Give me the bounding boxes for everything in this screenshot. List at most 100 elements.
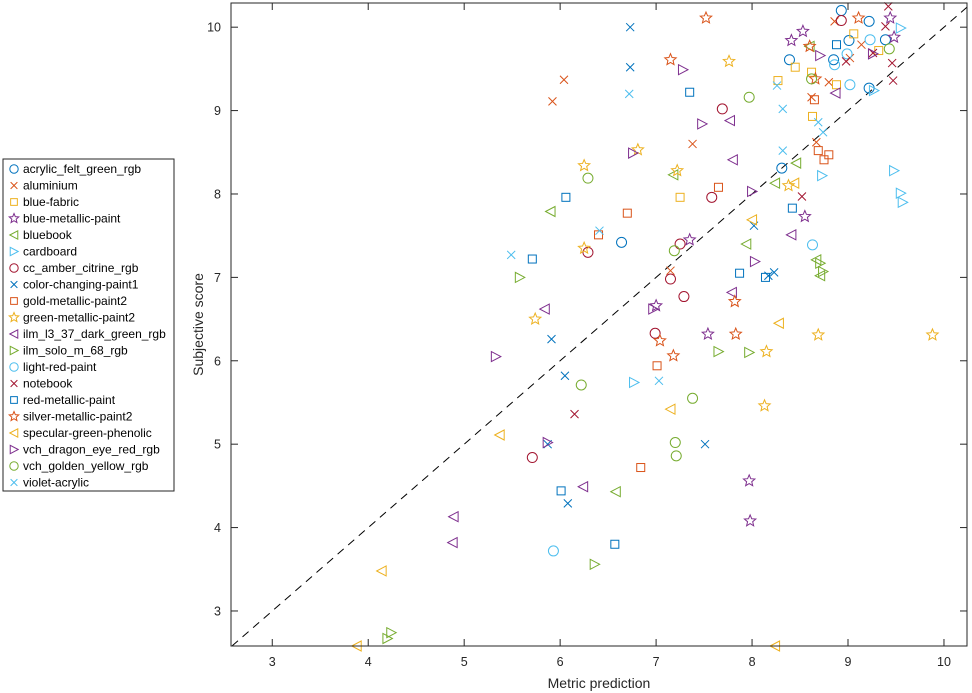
plot-frame — [230, 2, 968, 647]
legend-marker-icon — [9, 461, 19, 471]
data-point — [668, 245, 680, 257]
x-tick-label: 3 — [269, 655, 276, 669]
data-point — [881, 21, 890, 31]
data-point — [610, 539, 620, 549]
data-point — [811, 327, 826, 341]
data-point — [654, 376, 664, 386]
data-point — [560, 371, 570, 381]
legend-label: notebook — [23, 377, 73, 391]
data-point — [790, 62, 800, 72]
data-point — [849, 29, 859, 39]
data-point — [648, 303, 660, 315]
legend-item: aluminium — [10, 179, 78, 193]
data-point — [895, 22, 907, 34]
data-point — [725, 286, 737, 299]
data-point — [706, 191, 718, 203]
data-point — [802, 39, 817, 53]
series-specular-green-phenolic — [350, 177, 800, 652]
legend-marker-icon — [9, 263, 19, 273]
data-point — [544, 205, 556, 218]
series-ilm_solo_m_68_rgb — [382, 257, 830, 645]
y-tick-label: 6 — [214, 354, 221, 368]
data-point — [776, 162, 788, 174]
legend-marker-icon — [8, 410, 20, 422]
data-point — [538, 303, 550, 315]
series-red-metallic-paint — [527, 40, 841, 549]
legend-item: notebook — [10, 377, 73, 391]
data-point — [548, 97, 557, 106]
data-point — [570, 409, 579, 419]
data-point — [735, 268, 745, 278]
data-point — [809, 95, 819, 105]
legend-marker-icon — [9, 164, 19, 174]
legend-item: red-metallic-paint — [10, 393, 116, 407]
data-point — [760, 272, 770, 282]
legend-item: green-metallic-paint2 — [8, 311, 135, 325]
x-tick-label: 8 — [749, 655, 756, 669]
data-point — [883, 10, 898, 24]
data-point — [806, 73, 818, 85]
legend-marker-icon — [10, 379, 18, 388]
data-point — [783, 54, 795, 66]
data-point — [743, 513, 758, 527]
legend-marker-icon — [9, 345, 20, 356]
data-point — [561, 192, 571, 202]
legend-marker-icon — [10, 297, 18, 305]
data-point — [787, 203, 797, 213]
data-point — [851, 10, 866, 24]
data-point — [757, 398, 772, 412]
data-point — [636, 463, 646, 473]
y-axis-label: Subjective score — [190, 273, 206, 376]
data-point — [745, 214, 758, 226]
data-point — [664, 273, 676, 285]
legend-item: specular-green-phenolic — [8, 426, 152, 440]
legend-label: vch_golden_yellow_rgb — [23, 459, 149, 473]
x-tick-label: 6 — [557, 655, 564, 669]
data-point — [493, 429, 505, 441]
data-point — [675, 192, 685, 202]
data-point — [577, 480, 589, 493]
series-vch_golden_yellow_rgb — [575, 43, 895, 462]
data-point — [843, 35, 855, 47]
data-point — [559, 75, 569, 85]
data-point — [687, 392, 699, 404]
data-point — [506, 250, 516, 260]
legend-label: red-metallic-paint — [23, 393, 116, 407]
data-point — [628, 147, 640, 159]
legend-label: ilm_l3_37_dark_green_rgb — [23, 327, 166, 341]
data-point — [666, 266, 675, 276]
data-point — [542, 436, 554, 449]
data-point — [682, 232, 697, 246]
data-point — [663, 52, 678, 66]
data-point — [778, 104, 788, 114]
legend-label: acrylic_felt_green_rgb — [23, 162, 141, 176]
legend-item: cc_amber_citrine_rgb — [9, 261, 139, 275]
y-tick-label: 8 — [214, 187, 221, 201]
data-point — [375, 565, 387, 577]
series-gold-metallic-paint2 — [594, 95, 834, 473]
data-point — [818, 127, 828, 137]
data-point — [728, 326, 743, 340]
legend-label: vch_dragon_eye_red_rgb — [23, 443, 160, 457]
legend-marker-icon — [9, 444, 20, 455]
data-point — [446, 536, 458, 549]
legend-item: silver-metallic-paint2 — [8, 410, 133, 424]
series-violet-acrylic — [506, 81, 828, 386]
data-point — [868, 84, 880, 97]
legend-marker-icon — [10, 280, 18, 289]
data-point — [887, 29, 902, 44]
series-cc_amber_citrine_rgb — [526, 15, 847, 464]
data-point — [624, 89, 634, 99]
data-point — [386, 626, 398, 639]
data-point — [716, 103, 728, 115]
legend-item: gold-metallic-paint2 — [10, 294, 127, 308]
data-point — [743, 91, 755, 103]
legend-label: ilm_solo_m_68_rgb — [23, 344, 128, 358]
legend-label: aluminium — [23, 179, 78, 193]
series-vch_dragon_eye_red_rgb — [490, 48, 880, 449]
data-point — [528, 311, 543, 325]
data-point — [807, 92, 816, 102]
data-point — [819, 155, 829, 165]
data-point — [772, 317, 784, 330]
